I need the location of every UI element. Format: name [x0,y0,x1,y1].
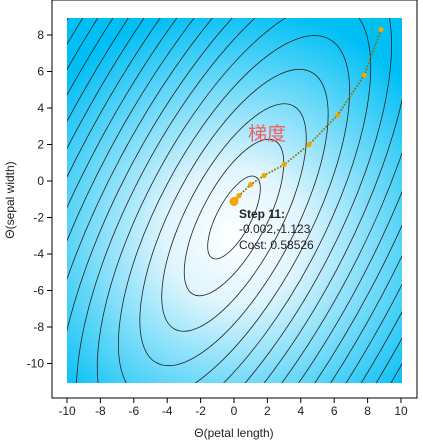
x-tick-label: -4 [162,404,173,418]
path-point [334,112,341,118]
x-tick-label: -10 [58,404,76,418]
x-tick-label: 6 [331,404,338,418]
x-tick-label: -6 [128,404,139,418]
x-tick-label: 2 [264,404,271,418]
path-point [361,72,367,78]
path-point [261,172,267,179]
y-tick-label: -2 [33,211,44,225]
path-point [378,26,384,33]
step-annotation: Step 11: -0.002,-1.123 Cost: 0.58526 [239,207,314,252]
contour-line [96,18,372,383]
y-axis-label: Θ(sepal width) [3,161,17,238]
y-tick-label: -8 [33,320,44,334]
x-tick-label: -2 [195,404,206,418]
y-tick-label: 6 [37,65,44,79]
annotation-cost: Cost: 0.58526 [239,238,314,252]
x-axis-ticks: -10 -8 -6 -4 -2 0 2 4 6 8 10 [58,398,408,418]
overlay-text: 梯度 [248,123,286,145]
contour-line [207,175,261,260]
contour-line [161,103,307,332]
y-tick-label: 0 [37,174,44,188]
y-tick-label: -6 [33,284,44,298]
x-tick-label: -8 [95,404,106,418]
y-tick-label: -10 [27,357,45,371]
path-point [281,161,287,168]
contour-line [139,68,329,367]
x-tick-label: 8 [364,404,371,418]
y-axis-ticks: 8 6 4 2 0 -2 -4 -6 -8 -10 [27,28,52,371]
current-point [229,196,239,206]
contour-line [183,138,285,297]
annotation-coords: -0.002,-1.123 [239,222,311,236]
path-point [236,193,242,199]
x-tick-label: 4 [297,404,304,418]
x-tick-label: 10 [394,404,408,418]
path-point [248,182,254,188]
x-tick-label: 0 [231,404,238,418]
y-tick-label: 4 [37,101,44,115]
annotation-step: Step 11: [239,207,285,221]
y-tick-label: 2 [37,138,44,152]
contour-line [117,35,351,383]
y-tick-label: 8 [37,28,44,42]
path-point [306,141,312,148]
gradient-descent-path [229,26,384,206]
y-tick-label: -4 [33,247,44,261]
x-axis-label: Θ(petal length) [194,426,273,440]
contour-line [76,18,392,383]
